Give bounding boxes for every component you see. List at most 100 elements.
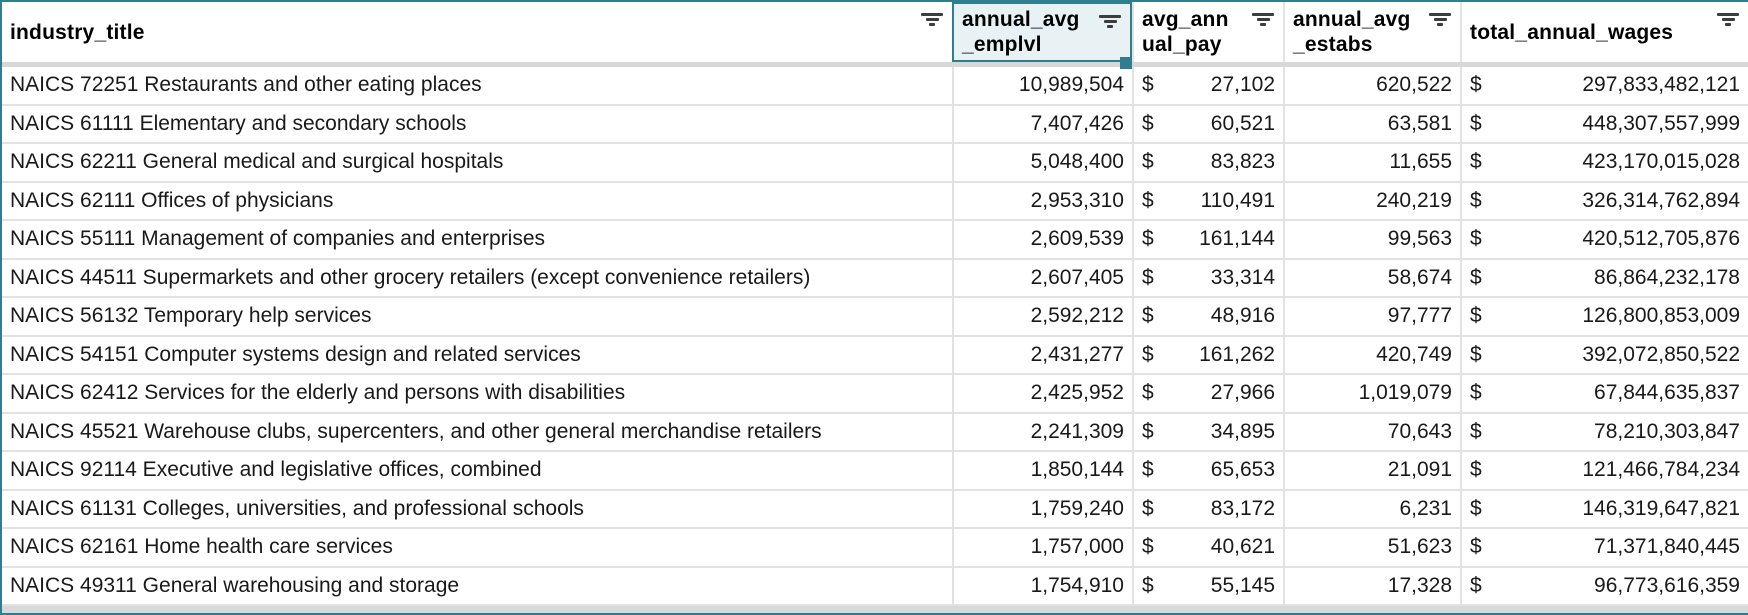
cell-annual-avg-estabs[interactable]: 420,749 [1283, 336, 1460, 373]
cell-total-annual-wages[interactable]: $71,371,840,445 [1460, 529, 1748, 566]
cell-total-annual-wages[interactable]: $297,833,482,121 [1460, 67, 1748, 104]
cell-annual-avg-estabs[interactable]: 1,019,079 [1283, 375, 1460, 412]
cell-annual-avg-estabs[interactable]: 51,623 [1283, 529, 1460, 566]
cell-avg-annual-pay[interactable]: $27,966 [1132, 375, 1283, 412]
cell-avg-annual-pay[interactable]: $48,916 [1132, 298, 1283, 335]
cell-value: 110,491 [1200, 188, 1275, 212]
cell-industry-title[interactable]: NAICS 72251 Restaurants and other eating… [10, 73, 482, 96]
column-header-annual-avg-estabs[interactable]: annual_avg_estabs [1283, 2, 1460, 62]
cell-industry-title[interactable]: NAICS 55111 Management of companies and … [10, 227, 546, 250]
cell-total-annual-wages[interactable]: $326,314,762,894 [1460, 182, 1748, 219]
table-row: NAICS 72251 Restaurants and other eating… [2, 67, 1748, 106]
cell-value: 86,864,232,178 [1594, 265, 1740, 289]
cell-industry-title[interactable]: NAICS 62211 General medical and surgical… [10, 150, 504, 173]
selection-fill-handle[interactable] [1120, 57, 1132, 69]
column-header-avg-annual-pay[interactable]: avg_annual_pay [1132, 2, 1283, 62]
cell-total-annual-wages[interactable]: $78,210,303,847 [1460, 413, 1748, 450]
cell-avg-annual-pay[interactable]: $83,172 [1132, 490, 1283, 527]
cell-value: 78,210,303,847 [1594, 419, 1740, 443]
cell-annual-avg-estabs[interactable]: 21,091 [1283, 452, 1460, 489]
cell-annual-avg-emplvl[interactable]: 2,609,539 [952, 221, 1132, 258]
cell-annual-avg-estabs[interactable]: 11,655 [1283, 144, 1460, 181]
currency-symbol: $ [1142, 496, 1154, 520]
cell-annual-avg-emplvl[interactable]: 1,850,144 [952, 452, 1132, 489]
cell-value: 60,521 [1210, 111, 1275, 135]
column-header-total-annual-wages[interactable]: total_annual_wages [1460, 2, 1748, 62]
cell-industry-title[interactable]: NAICS 62111 Offices of physicians [10, 188, 334, 212]
cell-annual-avg-estabs[interactable]: 97,777 [1283, 298, 1460, 335]
cell-annual-avg-estabs[interactable]: 6,231 [1283, 490, 1460, 527]
cell-total-annual-wages[interactable]: $96,773,616,359 [1460, 567, 1748, 604]
cell-total-annual-wages[interactable]: $423,170,015,028 [1460, 144, 1748, 181]
filter-icon[interactable] [1429, 13, 1451, 28]
cell-industry-title[interactable]: NAICS 56132 Temporary help services [10, 304, 372, 327]
cell-annual-avg-emplvl[interactable]: 2,431,277 [952, 336, 1132, 373]
currency-symbol: $ [1470, 573, 1482, 597]
cell-annual-avg-emplvl[interactable]: 1,759,240 [952, 490, 1132, 527]
cell-industry-title[interactable]: NAICS 62412 Services for the elderly and… [10, 381, 626, 404]
cell-avg-annual-pay[interactable]: $60,521 [1132, 105, 1283, 142]
cell-annual-avg-emplvl[interactable]: 1,754,910 [952, 567, 1132, 604]
cell-avg-annual-pay[interactable]: $65,653 [1132, 452, 1283, 489]
cell-avg-annual-pay[interactable]: $33,314 [1132, 259, 1283, 296]
cell-industry-title[interactable]: NAICS 61131 Colleges, universities, and … [10, 496, 584, 520]
currency-symbol: $ [1470, 381, 1482, 405]
cell-industry-title[interactable]: NAICS 61111 Elementary and secondary sch… [10, 111, 467, 135]
column-header-annual-avg-emplvl[interactable]: annual_avg_emplvl [952, 2, 1132, 69]
cell-value: 40,621 [1210, 535, 1275, 559]
cell-total-annual-wages[interactable]: $86,864,232,178 [1460, 259, 1748, 296]
cell-total-annual-wages[interactable]: $392,072,850,522 [1460, 336, 1748, 373]
table-row: NAICS 45521 Warehouse clubs, supercenter… [2, 413, 1748, 452]
cell-annual-avg-emplvl[interactable]: 2,425,952 [952, 375, 1132, 412]
table-body: NAICS 72251 Restaurants and other eating… [2, 67, 1748, 606]
cell-annual-avg-estabs[interactable]: 63,581 [1283, 105, 1460, 142]
cell-annual-avg-estabs[interactable]: 99,563 [1283, 221, 1460, 258]
cell-avg-annual-pay[interactable]: $34,895 [1132, 413, 1283, 450]
cell-annual-avg-estabs[interactable]: 240,219 [1283, 182, 1460, 219]
filter-icon[interactable] [1252, 13, 1274, 28]
cell-industry-title[interactable]: NAICS 62161 Home health care services [10, 535, 393, 558]
cell-avg-annual-pay[interactable]: $83,823 [1132, 144, 1283, 181]
cell-total-annual-wages[interactable]: $420,512,705,876 [1460, 221, 1748, 258]
cell-industry-title[interactable]: NAICS 92114 Executive and legislative of… [10, 458, 542, 481]
cell-annual-avg-emplvl[interactable]: 2,953,310 [952, 182, 1132, 219]
cell-total-annual-wages[interactable]: $146,319,647,821 [1460, 490, 1748, 527]
filter-icon[interactable] [921, 13, 943, 28]
cell-industry-title[interactable]: NAICS 54151 Computer systems design and … [10, 342, 581, 366]
cell-annual-avg-emplvl[interactable]: 2,592,212 [952, 298, 1132, 335]
cell-total-annual-wages[interactable]: $448,307,557,999 [1460, 105, 1748, 142]
cell-avg-annual-pay[interactable]: $161,262 [1132, 336, 1283, 373]
cell-value: 121,466,784,234 [1582, 458, 1740, 482]
cell-total-annual-wages[interactable]: $121,466,784,234 [1460, 452, 1748, 489]
cell-annual-avg-emplvl[interactable]: 2,607,405 [952, 259, 1132, 296]
cell-total-annual-wages[interactable]: $67,844,635,837 [1460, 375, 1748, 412]
currency-symbol: $ [1142, 342, 1154, 366]
cell-annual-avg-estabs[interactable]: 58,674 [1283, 259, 1460, 296]
cell-annual-avg-estabs[interactable]: 17,328 [1283, 567, 1460, 604]
cell-avg-annual-pay[interactable]: $55,145 [1132, 567, 1283, 604]
filter-icon[interactable] [1099, 15, 1121, 30]
cell-industry-title[interactable]: NAICS 49311 General warehousing and stor… [10, 573, 460, 597]
cell-annual-avg-emplvl[interactable]: 5,048,400 [952, 144, 1132, 181]
cell-avg-annual-pay[interactable]: $110,491 [1132, 182, 1283, 219]
cell-value: 83,172 [1210, 496, 1275, 520]
cell-annual-avg-emplvl[interactable]: 2,241,309 [952, 413, 1132, 450]
cell-annual-avg-estabs[interactable]: 620,522 [1283, 67, 1460, 104]
cell-avg-annual-pay[interactable]: $161,144 [1132, 221, 1283, 258]
currency-symbol: $ [1470, 419, 1482, 443]
cell-industry-title[interactable]: NAICS 45521 Warehouse clubs, supercenter… [10, 419, 822, 443]
cell-industry-title[interactable]: NAICS 44511 Supermarkets and other groce… [10, 265, 811, 289]
cell-total-annual-wages[interactable]: $126,800,853,009 [1460, 298, 1748, 335]
cell-annual-avg-emplvl[interactable]: 10,989,504 [952, 67, 1132, 104]
column-header-label: total_annual_wages [1470, 20, 1674, 44]
column-header-industry-title[interactable]: industry_title [2, 2, 952, 62]
cell-annual-avg-emplvl[interactable]: 7,407,426 [952, 105, 1132, 142]
table-row: NAICS 56132 Temporary help services 2,592… [2, 298, 1748, 337]
cell-value: 96,773,616,359 [1594, 573, 1740, 597]
cell-annual-avg-emplvl[interactable]: 1,757,000 [952, 529, 1132, 566]
column-header-label: industry_title [10, 20, 145, 44]
cell-avg-annual-pay[interactable]: $40,621 [1132, 529, 1283, 566]
cell-annual-avg-estabs[interactable]: 70,643 [1283, 413, 1460, 450]
filter-icon[interactable] [1717, 13, 1739, 28]
cell-avg-annual-pay[interactable]: $27,102 [1132, 67, 1283, 104]
